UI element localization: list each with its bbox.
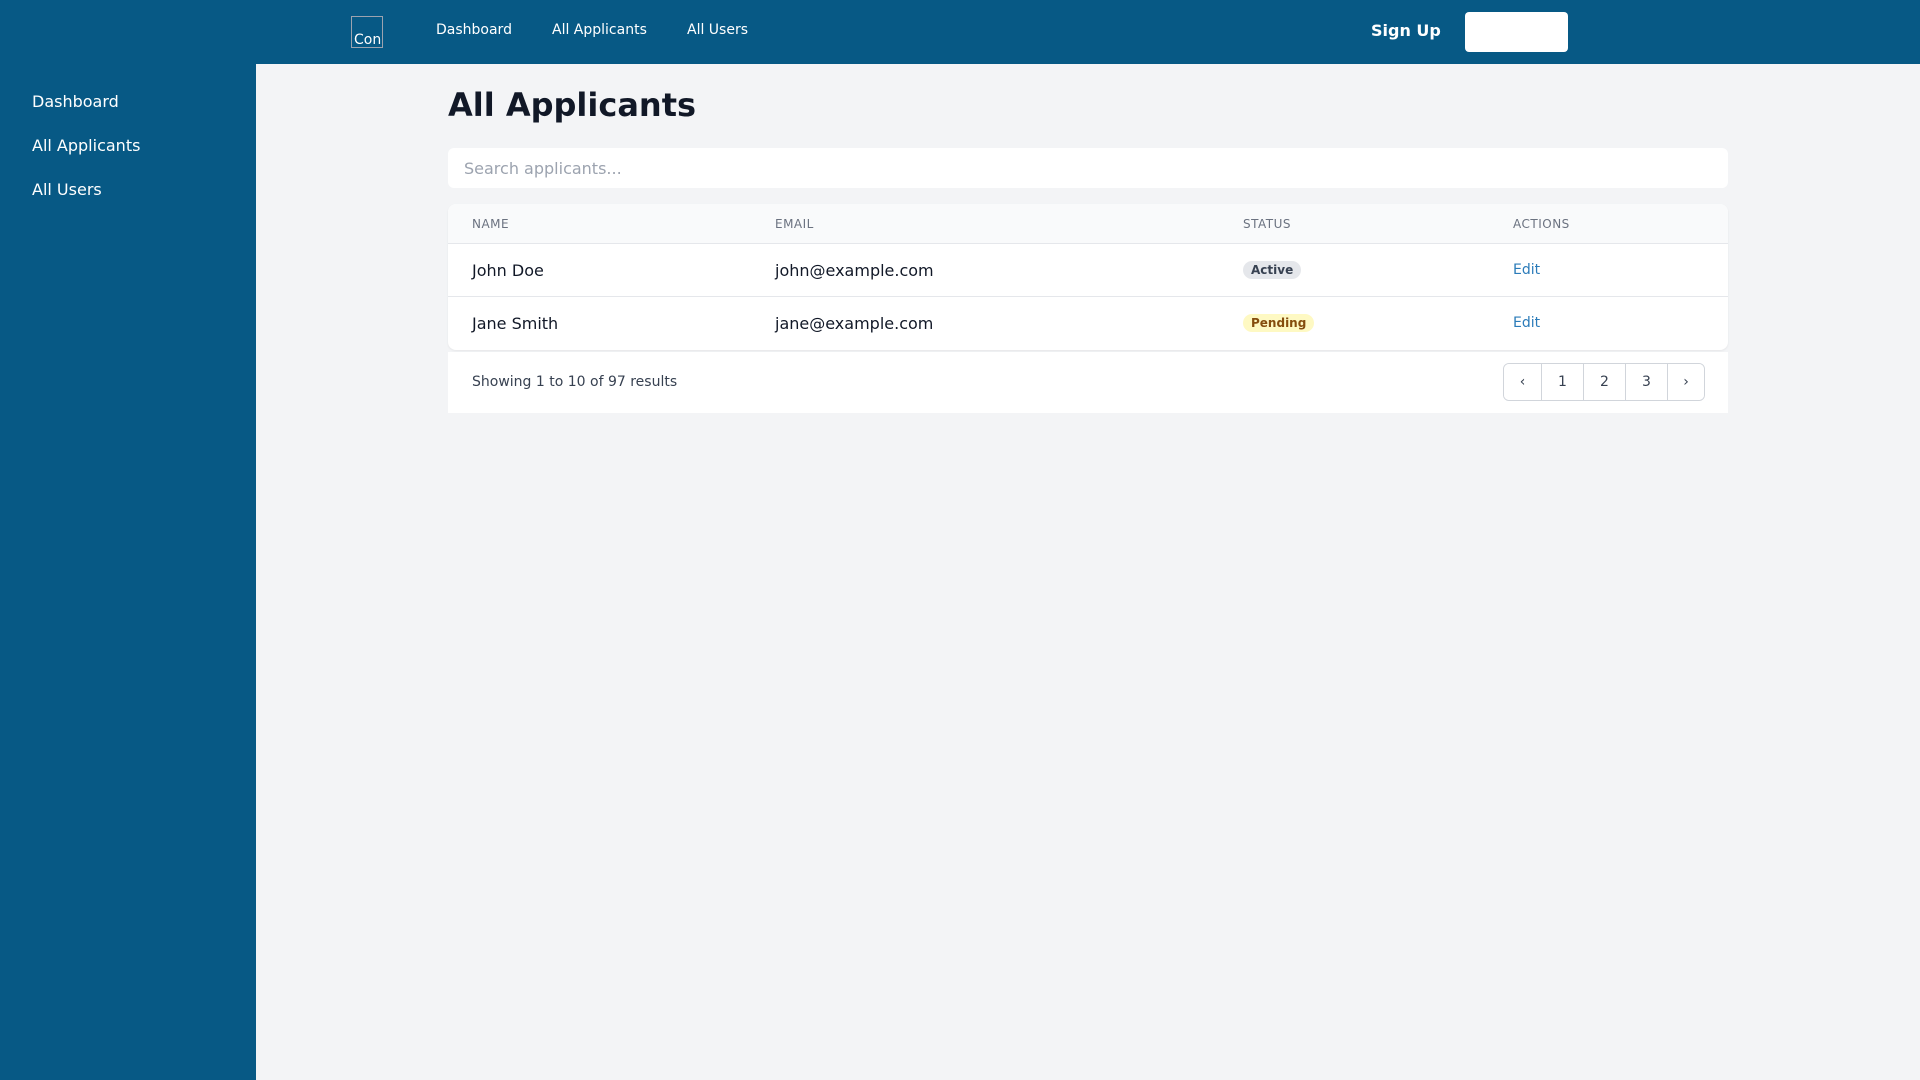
search-input[interactable] xyxy=(448,148,1728,188)
sign-up-link[interactable]: Sign Up xyxy=(1371,21,1441,40)
table-row: John Doe john@example.com Active Edit xyxy=(448,244,1728,297)
chevron-left-icon: ‹ xyxy=(1519,374,1526,390)
chevron-right-icon: › xyxy=(1683,374,1689,390)
page-2-button[interactable]: 2 xyxy=(1583,364,1625,400)
column-header-email: EMAIL xyxy=(775,217,814,231)
page-title: All Applicants xyxy=(448,86,697,124)
applicants-table: NAME EMAIL STATUS ACTIONS John Doe john@… xyxy=(448,204,1728,350)
table-footer: Showing 1 to 10 of 97 results ‹ 1 2 3 › xyxy=(448,352,1728,413)
status-badge: Active xyxy=(1243,261,1302,279)
applicant-email: jane@example.com xyxy=(775,314,934,333)
edit-link[interactable]: Edit xyxy=(1513,315,1541,331)
applicant-name: John Doe xyxy=(472,261,544,280)
sidebar-item-all-applicants[interactable]: All Applicants xyxy=(32,136,141,155)
header-action-button[interactable] xyxy=(1465,12,1568,52)
sidebar: Dashboard All Applicants All Users xyxy=(0,64,256,1080)
column-header-status: STATUS xyxy=(1243,217,1292,231)
page-3-button[interactable]: 3 xyxy=(1625,364,1667,400)
nav-all-applicants[interactable]: All Applicants xyxy=(552,22,647,38)
page-1-button[interactable]: 1 xyxy=(1541,364,1583,400)
table-row: Jane Smith jane@example.com Pending Edit xyxy=(448,297,1728,350)
column-header-name: NAME xyxy=(472,217,510,231)
top-navbar: Con Dashboard All Applicants All Users S… xyxy=(0,0,1920,64)
pagination: ‹ 1 2 3 › xyxy=(1503,363,1705,401)
next-page-button[interactable]: › xyxy=(1667,364,1704,400)
applicant-email: john@example.com xyxy=(775,261,934,280)
edit-link[interactable]: Edit xyxy=(1513,262,1541,278)
nav-all-users[interactable]: All Users xyxy=(687,22,749,38)
prev-page-button[interactable]: ‹ xyxy=(1504,364,1541,400)
applicant-name: Jane Smith xyxy=(472,314,559,333)
logo-image[interactable]: Con xyxy=(351,16,383,48)
sidebar-item-all-users[interactable]: All Users xyxy=(32,180,102,199)
table-header: NAME EMAIL STATUS ACTIONS xyxy=(448,204,1728,244)
status-badge: Pending xyxy=(1243,314,1315,332)
column-header-actions: ACTIONS xyxy=(1513,217,1570,231)
sidebar-item-dashboard[interactable]: Dashboard xyxy=(32,92,119,111)
nav-dashboard[interactable]: Dashboard xyxy=(436,22,512,38)
results-summary: Showing 1 to 10 of 97 results xyxy=(472,374,678,390)
